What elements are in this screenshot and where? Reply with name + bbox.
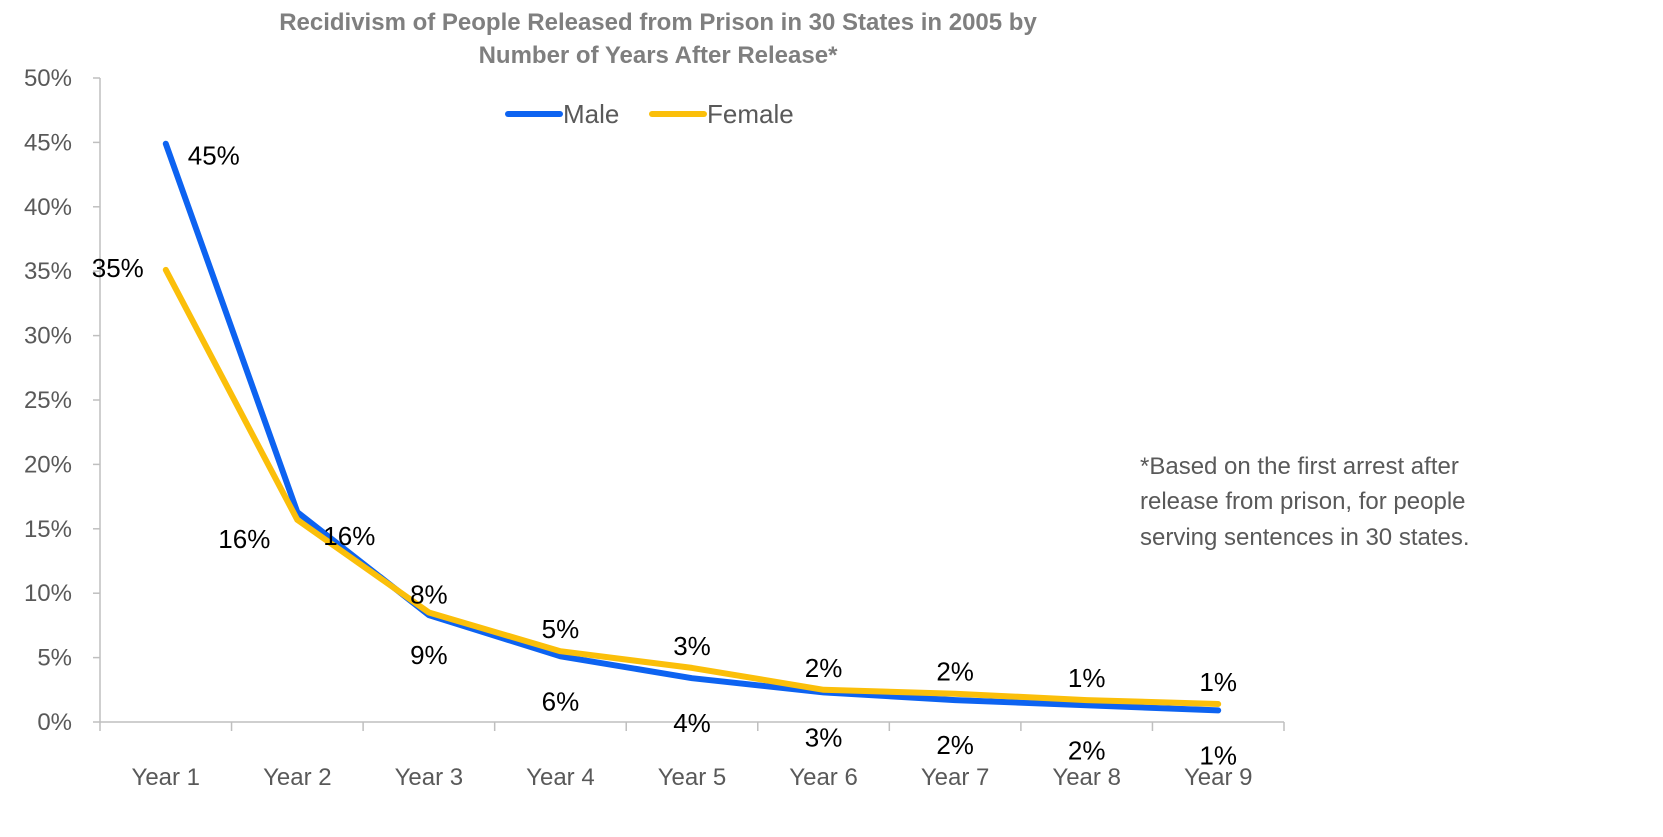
data-label-female: 1% bbox=[1068, 663, 1106, 693]
data-label-female: 2% bbox=[936, 657, 974, 687]
x-tick-label: Year 8 bbox=[1052, 764, 1121, 791]
y-tick-label: 15% bbox=[24, 516, 72, 543]
legend-label-male: Male bbox=[563, 99, 619, 129]
y-tick-label: 10% bbox=[24, 580, 72, 607]
y-tick-label: 30% bbox=[24, 323, 72, 350]
y-tick-label: 40% bbox=[24, 194, 72, 221]
footnote-line: release from prison, for people bbox=[1140, 488, 1466, 515]
x-tick-label: Year 9 bbox=[1184, 764, 1253, 791]
data-label-male: 4% bbox=[673, 708, 711, 738]
y-axis: 0% 5% 10% 15% 20% 25% 30% 35% 40% 45% 50% bbox=[24, 65, 101, 736]
chart-title-line: Number of Years After Release* bbox=[479, 42, 838, 69]
data-label-female: 35% bbox=[92, 253, 144, 283]
x-tick-label: Year 5 bbox=[658, 764, 727, 791]
series-line-female bbox=[162, 266, 1222, 707]
chart-title: Recidivism of People Released from Priso… bbox=[279, 9, 1037, 69]
y-tick-label: 25% bbox=[24, 387, 72, 414]
chart-title-line: Recidivism of People Released from Priso… bbox=[279, 9, 1037, 36]
data-label-female: 16% bbox=[218, 524, 270, 554]
data-label-male: 9% bbox=[410, 640, 448, 670]
data-label-male: 16% bbox=[323, 521, 375, 551]
footnote-line: serving sentences in 30 states. bbox=[1140, 524, 1470, 551]
y-tick-label: 50% bbox=[24, 65, 72, 92]
x-tick-label: Year 6 bbox=[789, 764, 858, 791]
series-lines bbox=[162, 140, 1222, 714]
y-tick-label: 35% bbox=[24, 258, 72, 285]
x-tick-label: Year 2 bbox=[263, 764, 332, 791]
footnote: *Based on the first arrest after release … bbox=[1140, 453, 1470, 551]
data-labels: 45% 16% 9% 6% 4% 3% 2% 2% 1% 35% 16% 8% 5% 3% 2% 2% 1% 1% bbox=[92, 141, 1237, 771]
x-tick-label: Year 7 bbox=[921, 764, 990, 791]
data-label-male: 2% bbox=[936, 730, 974, 760]
data-label-male: 1% bbox=[1199, 740, 1237, 770]
data-label-male: 2% bbox=[1068, 735, 1106, 765]
data-label-female: 2% bbox=[805, 653, 843, 683]
y-tick-label: 5% bbox=[37, 645, 72, 672]
y-tick-label: 20% bbox=[24, 451, 72, 478]
y-tick-label: 45% bbox=[24, 129, 72, 156]
x-axis: Year 1 Year 2 Year 3 Year 4 Year 5 Year 6 Year… bbox=[99, 721, 1285, 791]
series-line-male bbox=[162, 140, 1222, 714]
legend-label-female: Female bbox=[707, 99, 794, 129]
data-label-male: 45% bbox=[188, 141, 240, 171]
data-label-female: 1% bbox=[1199, 667, 1237, 697]
data-label-female: 3% bbox=[673, 631, 711, 661]
x-tick-label: Year 1 bbox=[132, 764, 201, 791]
y-tick-label: 0% bbox=[37, 709, 72, 736]
data-label-male: 6% bbox=[542, 686, 580, 716]
footnote-line: *Based on the first arrest after bbox=[1140, 453, 1459, 480]
x-tick-label: Year 4 bbox=[526, 764, 595, 791]
legend: Male Female bbox=[505, 99, 794, 129]
data-label-male: 3% bbox=[805, 722, 843, 752]
data-label-female: 5% bbox=[542, 614, 580, 644]
x-tick-label: Year 3 bbox=[395, 764, 464, 791]
data-label-female: 8% bbox=[410, 580, 448, 610]
